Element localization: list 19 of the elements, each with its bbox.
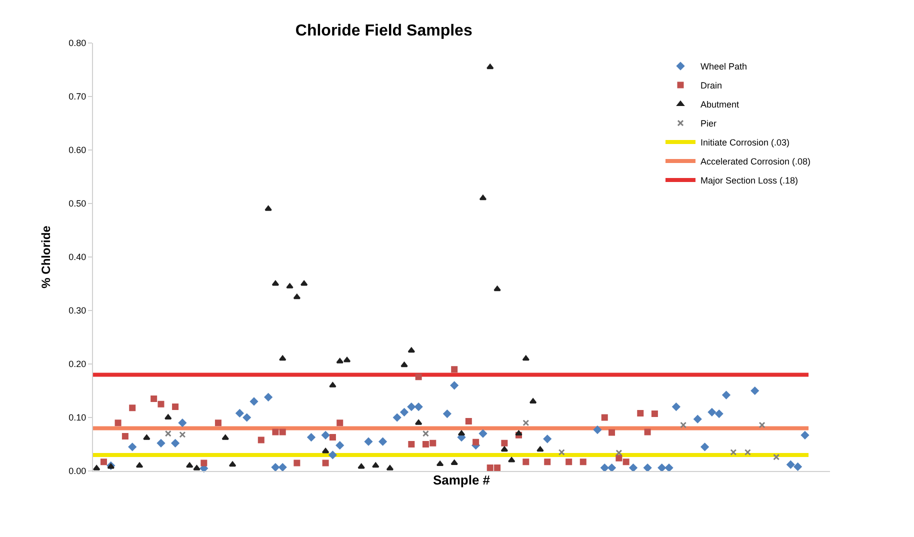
legend-label: Abutment [700,100,740,110]
y-tick-label: 0.50 [68,198,86,209]
y-tick-label: 0.10 [68,412,86,423]
y-tick-label: 0.70 [68,92,86,102]
y-axis-title: % Chloride [38,225,53,288]
legend-label: Wheel Path [700,62,748,72]
legend-label: Accelerated Corrosion (.08) [700,156,811,167]
x-axis-title: Sample # [432,472,491,488]
legend-label: Pier [700,118,717,129]
y-tick-label: 0.30 [68,306,86,316]
y-tick-label: 0.00 [68,466,86,476]
y-tick-label: 0.60 [68,145,86,156]
chart-title: Chloride Field Samples [295,22,472,40]
legend-label: Major Section Loss (.18) [700,176,798,186]
y-tick-label: 0.40 [68,252,86,262]
legend-label: Initiate Corrosion (.03) [700,138,790,148]
legend-label: Drain [700,80,722,91]
y-tick-label: 0.80 [68,38,86,48]
y-tick-label: 0.20 [68,359,86,370]
